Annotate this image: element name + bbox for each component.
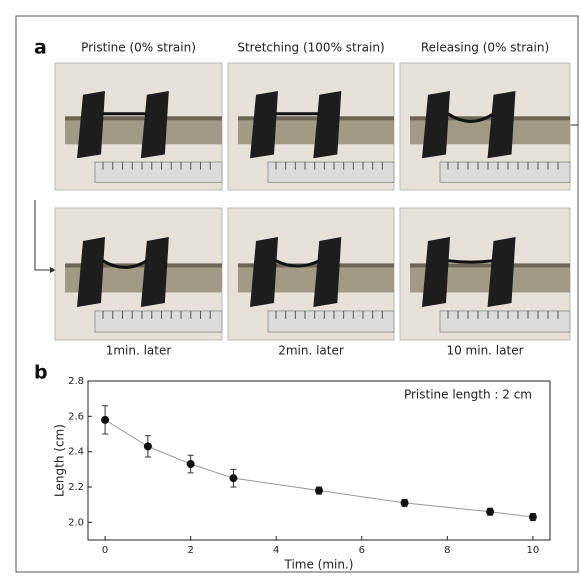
x-tick-label: 6	[359, 545, 365, 556]
connector	[34, 200, 52, 271]
clamp	[487, 237, 516, 307]
caption: Releasing (0% strain)	[421, 41, 549, 55]
photo	[227, 207, 395, 341]
sample	[102, 259, 148, 269]
x-tick-label: 10	[527, 545, 540, 556]
photo	[54, 62, 223, 191]
photo	[399, 207, 571, 341]
y-tick-label: 2.6	[68, 411, 84, 422]
rail-edge	[65, 116, 222, 121]
clamp	[313, 90, 342, 159]
photo	[399, 62, 571, 191]
photo	[227, 62, 395, 191]
y-tick-label: 2.0	[68, 517, 84, 528]
marker	[229, 474, 238, 483]
clamp	[487, 90, 516, 159]
clamp	[140, 90, 169, 159]
caption: 10 min. later	[446, 344, 523, 358]
plot-area	[87, 380, 551, 541]
marker	[315, 486, 323, 495]
x-tick-label: 8	[444, 545, 450, 556]
marker	[143, 442, 152, 451]
caption: Pristine (0% strain)	[81, 41, 196, 55]
arrow-head	[50, 267, 56, 273]
rail-edge	[410, 116, 570, 121]
series-line	[104, 419, 533, 518]
annotation: Pristine length : 2 cm	[404, 388, 532, 402]
y-axis-label: Length (cm)	[53, 424, 67, 497]
y-tick-label: 2.2	[68, 482, 84, 493]
caption: Stretching (100% strain)	[237, 41, 384, 55]
rail-edge	[238, 116, 394, 121]
rail-edge	[410, 263, 570, 268]
clamp	[77, 237, 105, 307]
y-tick-label: 2.4	[68, 447, 84, 458]
x-tick-label: 2	[187, 545, 193, 556]
ruler	[439, 310, 571, 333]
ruler	[267, 161, 395, 183]
x-tick-label: 4	[273, 545, 279, 556]
sample	[447, 112, 495, 123]
caption: 2min. later	[278, 344, 344, 358]
marker	[101, 415, 110, 424]
sample	[447, 259, 494, 264]
ruler	[94, 310, 223, 333]
x-tick-label: 0	[102, 545, 108, 556]
y-tick-label: 2.8	[68, 376, 84, 387]
marker	[486, 507, 495, 516]
clamp	[313, 237, 342, 307]
photo	[54, 207, 223, 341]
ruler	[267, 310, 395, 333]
ruler	[94, 161, 223, 183]
x-axis-label: Time (min.)	[284, 558, 354, 572]
caption: 1min. later	[106, 344, 172, 358]
marker	[186, 460, 195, 469]
clamp	[422, 237, 450, 307]
rail-edge	[65, 263, 222, 268]
rail-edge	[238, 263, 394, 268]
panel-label: a	[34, 37, 47, 59]
ruler	[439, 161, 571, 183]
panel-label: b	[34, 362, 48, 384]
clamp	[250, 237, 278, 307]
clamp	[140, 237, 169, 307]
clamp	[77, 90, 105, 159]
sample	[275, 259, 320, 268]
marker	[400, 498, 409, 507]
marker	[528, 513, 537, 522]
frame	[15, 15, 579, 573]
clamp	[422, 90, 450, 159]
clamp	[250, 90, 278, 159]
